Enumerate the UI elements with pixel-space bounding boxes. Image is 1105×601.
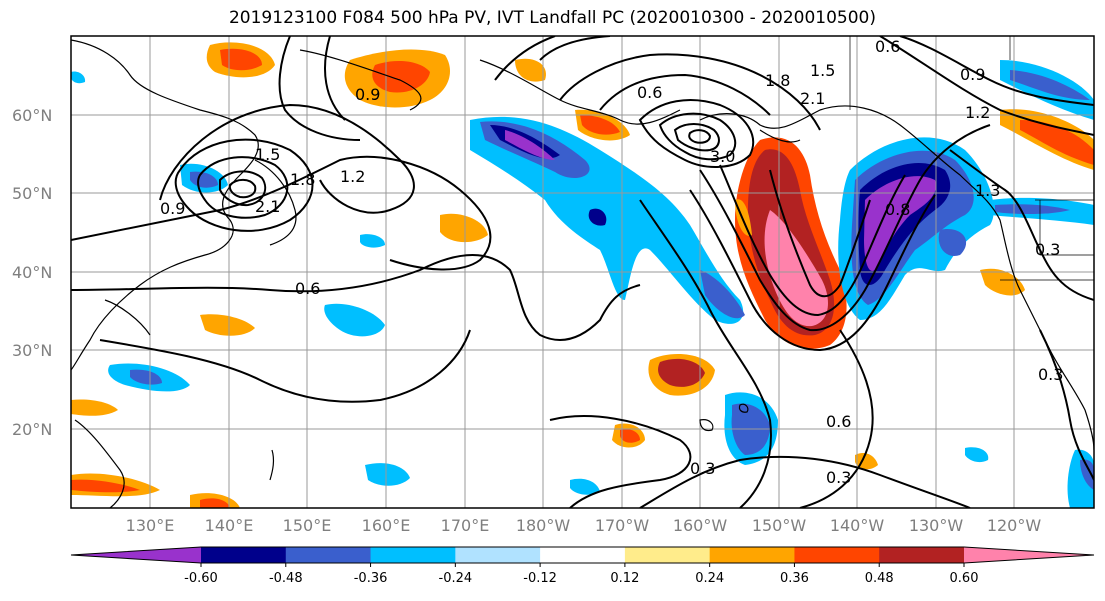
lon-label: 170°W [595,516,650,535]
lat-label: 60°N [12,106,52,125]
lat-label: 40°N [12,263,52,282]
colorbar-tick-label: -0.60 [184,571,218,586]
colorbar-tick-label: 0.60 [950,571,979,586]
contour-label: 0.9 [355,85,380,104]
lon-label: 140°E [205,516,254,535]
contour-label: 0.9 [960,65,985,84]
contour-labels: 0.6 0.9 1.2 1.5 1.8 2.1 3.0 0.6 0.3 0.3 … [160,37,1063,487]
contour-low-west [174,138,314,232]
contour-label: 1.2 [965,103,990,122]
contour-label: 0.6 [826,412,851,431]
lat-label: 20°N [12,420,52,439]
lat-label: 50°N [12,184,52,203]
contour-label: 0.6 [295,279,320,298]
colorbar-tick-label: 0.36 [780,571,809,586]
colorbar-segment [455,547,541,563]
colorbar-segment [794,547,880,563]
contour-label: 0.6 [637,83,662,102]
lon-label: 120°W [987,516,1042,535]
colorbar-tick-label: 0.24 [695,571,724,586]
boundaries [849,36,1094,281]
pv-contours [71,36,1094,508]
colorbar-tick-label: -0.36 [354,571,388,586]
latitude-labels: 60°N 50°N 40°N 30°N 20°N [12,106,52,439]
asia-coastline [71,39,259,371]
colorbar-segment [201,547,287,563]
lon-label: 180°W [516,516,571,535]
north-america-coastline [699,105,1094,451]
colorbar-tick-label: -0.48 [269,571,303,586]
lon-label: 160°W [673,516,728,535]
colorbar-segment [709,547,795,563]
colorbar-segment [879,547,965,563]
contour-label: 0.9 [160,199,185,218]
longitude-labels: 130°E 140°E 150°E 160°E 170°E 180°W 170°… [126,516,1042,535]
colorbar-segment [285,547,372,563]
lon-label: 160°E [362,516,411,535]
colorbar-tick-label: -0.24 [439,571,473,586]
contour-label: 1.8 [290,170,315,189]
lon-label: 150°W [752,516,807,535]
contour-ridge-center [638,99,755,168]
map-plot-area: 0.6 0.9 1.2 1.5 1.8 2.1 3.0 0.6 0.3 0.3 … [71,36,1094,508]
contour-label: 1.8 [765,71,790,90]
plot-frame [70,35,1095,509]
contour-label: 2.1 [800,89,825,108]
colorbar-segment [540,547,626,563]
contour-label: 0.3 [690,459,715,478]
contour-label: 0.3 [826,468,851,487]
contour-label: 1.3 [975,181,1000,200]
colorbar-extend-low [71,547,201,563]
coastlines [71,39,1094,508]
lon-label: 150°E [283,516,332,535]
colorbar: -0.60 -0.48 -0.36 -0.24 -0.12 0.12 0.24 0.36 0.4… [70,546,1095,586]
contour-label: 1.5 [810,61,835,80]
lon-label: 140°W [830,516,885,535]
lon-label: 130°E [126,516,175,535]
map-title: 2019123100 F084 500 hPa PV, IVT Landfall… [228,8,876,28]
contour-label: 0.6 [875,37,900,56]
colorbar-extend-high [964,547,1094,563]
lat-label: 30°N [12,341,52,360]
colorbar-segment [370,547,456,563]
contour-label: 3.0 [710,147,735,166]
lat-lon-grid [71,36,1094,508]
colorbar-segment [624,547,711,563]
contour-label: 1.5 [255,145,280,164]
contour-label: 2.1 [255,197,280,216]
lon-label: 130°W [909,516,964,535]
contour-trough-east [699,124,991,332]
contour-label: 0.3 [1038,365,1063,384]
contour-label: 0.3 [1035,240,1060,259]
colorbar-tick-label: 0.12 [610,571,639,586]
lon-label: 170°E [441,516,490,535]
contour-label: 1.2 [340,167,365,186]
colorbar-tick-label: -0.12 [523,571,557,586]
contour-label: 0.8 [885,200,910,219]
colorbar-tick-label: 0.48 [865,571,894,586]
